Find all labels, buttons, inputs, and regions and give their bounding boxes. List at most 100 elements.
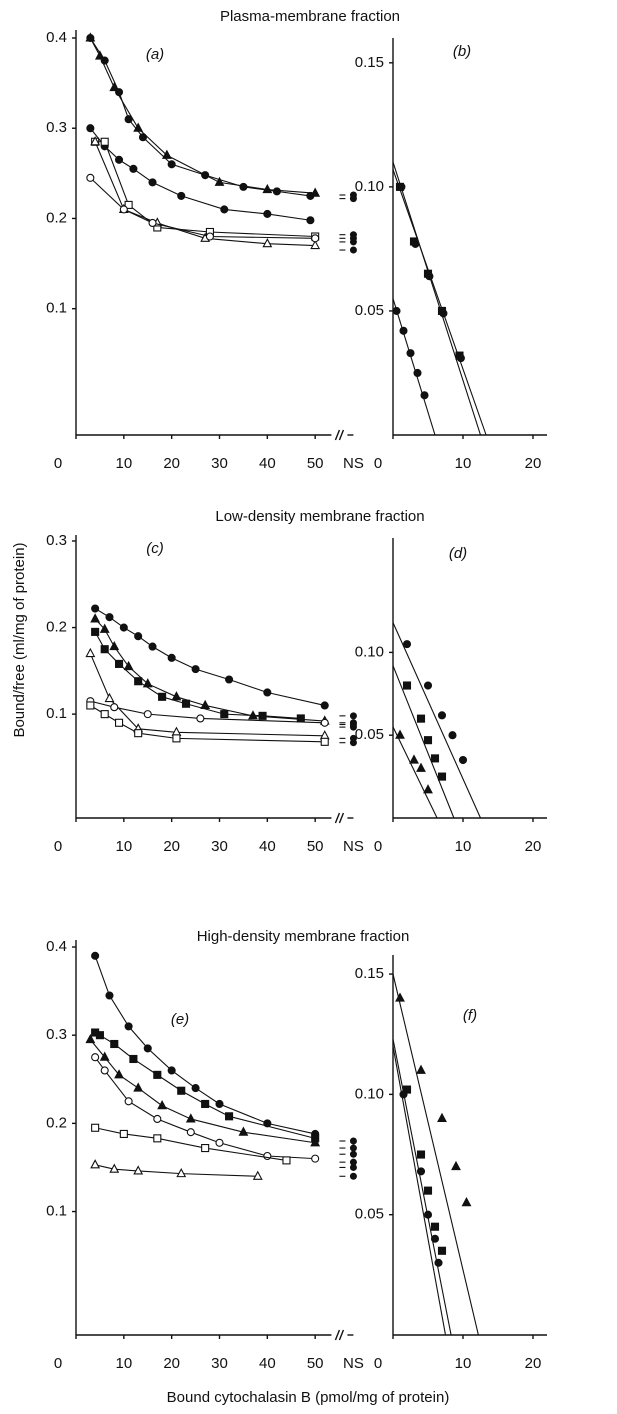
point [411,239,420,248]
curve [89,653,325,737]
ns-point [349,246,357,254]
y-tick-label: 0.1 [46,1203,67,1220]
point [115,718,124,727]
point [133,122,144,132]
point [129,1054,138,1064]
point [423,784,433,794]
point [272,187,281,196]
point [402,681,412,690]
curve [94,608,325,707]
y-tick-label: 0.05 [355,1206,384,1223]
curve [94,1056,316,1160]
y-tick-label: 0.10 [355,178,384,195]
point [134,729,143,738]
point [296,714,305,723]
point [148,642,157,651]
point [119,1129,128,1138]
x-tick-label: 50 [307,1355,324,1372]
y-tick-label: 0.05 [355,302,384,319]
ns-point [349,238,357,246]
point [123,660,134,671]
x-tick-label: 10 [455,1355,472,1372]
point [311,1154,320,1163]
point [406,349,415,358]
point [133,1082,144,1092]
axis-break [338,812,345,824]
point [115,659,124,668]
point [423,1186,433,1195]
panel-label: (c) [146,540,164,557]
point [258,711,267,720]
x-tick-label: 30 [211,1355,228,1372]
point [423,1210,433,1219]
point [399,1090,408,1099]
point [119,205,128,214]
point [399,326,408,335]
ns-point [349,1158,357,1166]
y-tick-label: 0.3 [46,532,67,549]
ns-point [349,1137,357,1145]
point [416,1064,426,1074]
fit-line [392,1046,447,1336]
point [310,239,321,250]
point [397,182,406,191]
axis-break [334,812,341,824]
axis-break [338,429,345,441]
point [263,209,272,218]
y-tick-label: 0.1 [46,300,67,317]
point [402,640,412,649]
x-tick-label: 20 [525,1355,542,1372]
x-tick-label: 50 [307,455,324,472]
axis-break [334,429,341,441]
point [186,1128,195,1137]
point [205,232,214,241]
y-axis-label: Bound/free (ml/mg of protein) [11,542,28,737]
curve [90,704,325,743]
ns-point [349,1163,357,1171]
point [94,50,105,60]
point [124,115,133,124]
panel-label: (f) [463,1007,477,1024]
point [191,665,200,674]
point [85,32,96,42]
y-tick-label: 0.15 [355,54,384,71]
x-tick-label: 0 [54,838,62,855]
x-tick-label: 0 [54,455,62,472]
fit-line [392,1038,452,1336]
point [282,1156,291,1165]
x-tick-label: 0 [374,838,382,855]
x-tick-label: 40 [259,1355,276,1372]
y-tick-label: 0.2 [46,619,67,636]
y-tick-label: 0.4 [46,29,67,46]
point [196,714,205,723]
point [238,1126,249,1136]
point [437,1246,447,1255]
point [181,699,191,708]
point [263,1151,272,1161]
point [91,1123,100,1132]
x-tick-label: 20 [163,838,180,855]
point [161,149,172,159]
x-tick-label: 0 [374,455,382,472]
point [215,1138,224,1147]
point [90,136,101,146]
point [451,1160,461,1171]
point [392,306,401,315]
point [319,730,330,740]
ns-point [349,1144,357,1152]
curve [89,37,316,194]
point [86,173,95,182]
point [177,1086,186,1095]
curve [94,141,316,247]
y-tick-label: 0.1 [46,705,67,722]
point [416,714,426,723]
point [177,191,186,200]
point [171,691,182,701]
panel-label: (d) [449,545,467,562]
point [167,1066,176,1075]
point [320,718,329,727]
y-tick-label: 0.05 [355,726,384,743]
x-tick-label: 10 [115,455,132,472]
x-tick-label: 40 [259,455,276,472]
point [420,391,429,400]
